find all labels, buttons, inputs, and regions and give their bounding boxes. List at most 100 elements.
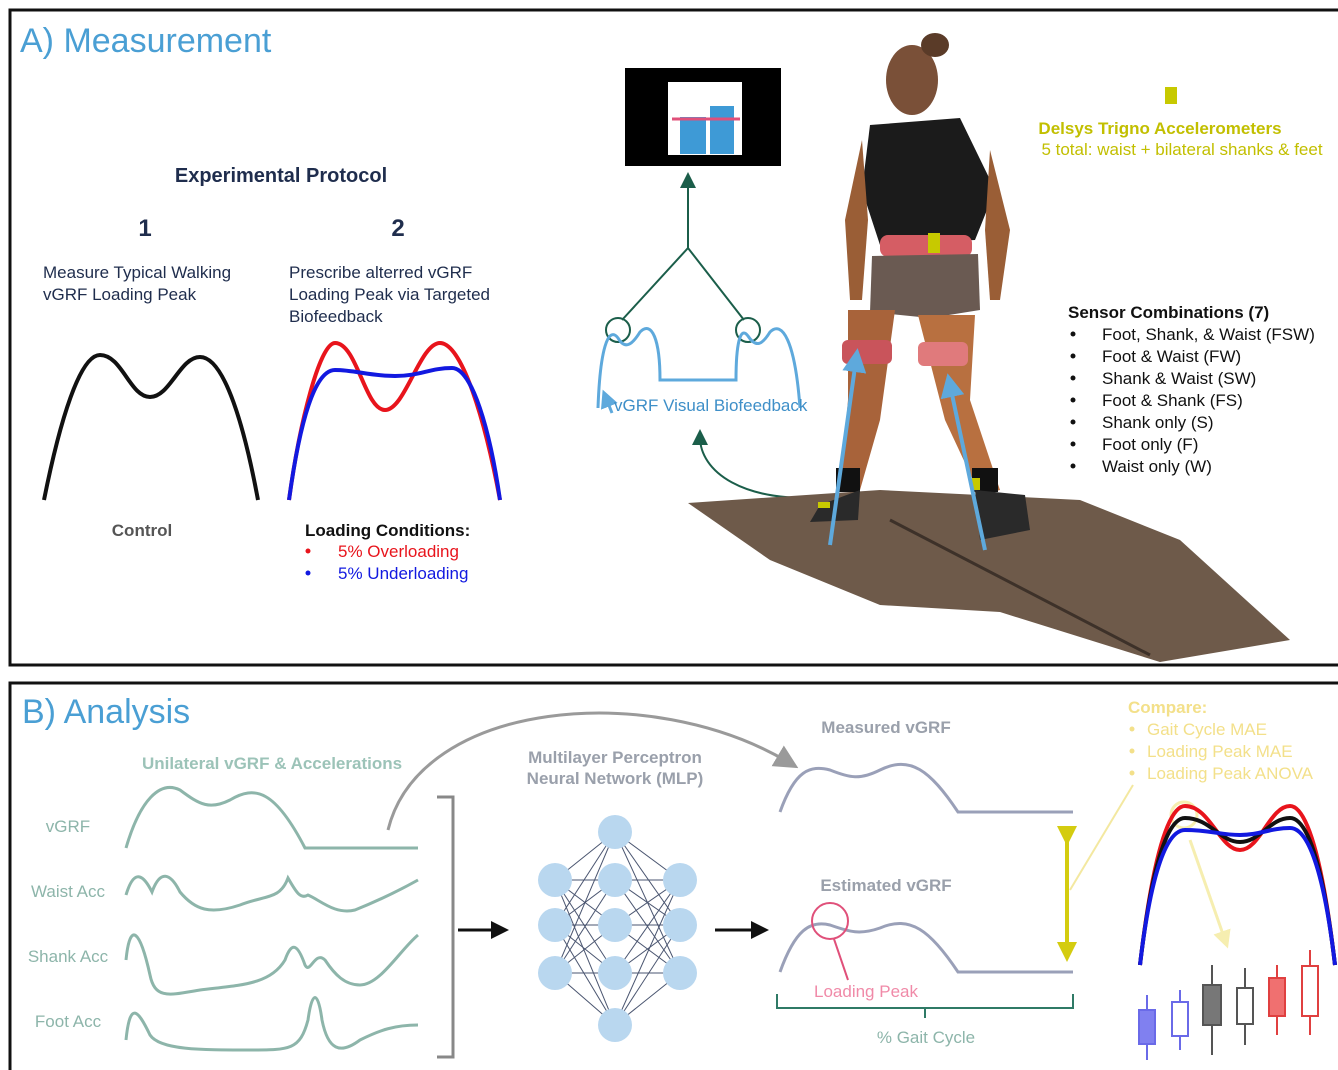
connector [621, 246, 745, 321]
panel-b: B) Analysis Unilateral vGRF & Accelerati… [8, 681, 1338, 1070]
step-text: vGRF Loading Peak [43, 285, 197, 304]
combinations-title: Sensor Combinations (7) [1068, 303, 1269, 322]
combination-item: Waist only (W) [1102, 457, 1212, 476]
network [538, 815, 697, 1042]
person-part [918, 342, 968, 366]
connection [554, 831, 616, 926]
box-plots-part [1202, 984, 1222, 1026]
person-part [940, 373, 987, 551]
model-label: Neural Network (MLP) [527, 769, 704, 788]
model-label: Multilayer Perceptron [528, 748, 702, 767]
step-text: Measure Typical Walking [43, 263, 231, 282]
step-number: 1 [138, 215, 151, 242]
treadmill [688, 490, 1290, 662]
compare-curve [1138, 815, 1337, 966]
control-curve [42, 352, 260, 501]
panel-border [8, 681, 1338, 1070]
connection [614, 924, 681, 1026]
compare-curve [1138, 803, 1337, 966]
connection [614, 879, 681, 1026]
cursor [600, 389, 618, 414]
combination-item: Shank only (S) [1102, 413, 1214, 432]
person-part [880, 235, 972, 257]
estimated-label: Estimated vGRF [820, 876, 951, 895]
condition-item: 5% Underloading [338, 564, 468, 583]
signal-curves-part [124, 786, 418, 850]
measured-label: Measured vGRF [821, 718, 950, 737]
combinations-list: Foot, Shank, & Waist (FSW) Foot & Waist (… [1070, 325, 1315, 476]
box-plots-part [1268, 977, 1286, 1017]
connection [614, 831, 681, 926]
box-plots-part [1236, 987, 1254, 1025]
box-plots-part [1138, 1009, 1156, 1045]
person-part [985, 150, 1010, 300]
step-text: Loading Peak via Targeted [289, 285, 490, 304]
treadmill-split [889, 518, 1151, 657]
combination-item: Foot, Shank, & Waist (FSW) [1102, 325, 1315, 344]
person-part [862, 118, 995, 245]
step-text: Prescribe alterred vGRF [289, 263, 472, 282]
box-plots-part [1171, 1001, 1189, 1037]
compare-list: Gait Cycle MAE Loading Peak MAE Loading Pe… [1129, 720, 1314, 783]
signal-curves-part [124, 933, 419, 996]
estimated-curve [778, 922, 1073, 974]
condition-item: 5% Overloading [338, 542, 459, 561]
compare-item: Loading Peak ANOVA [1147, 764, 1314, 783]
neuron [598, 908, 632, 942]
neuron [538, 956, 572, 990]
bullet [1070, 397, 1076, 403]
signal-label: vGRF [46, 817, 90, 836]
biofeedback-curve [596, 327, 802, 409]
bullet [1070, 419, 1076, 425]
bullet [1129, 748, 1135, 754]
panel-title: A) Measurement [20, 22, 272, 60]
bullet [1070, 353, 1076, 359]
combination-item: Foot & Shank (FS) [1102, 391, 1243, 410]
compare-item: Gait Cycle MAE [1147, 720, 1267, 739]
sensor-subtitle: 5 total: waist + bilateral shanks & feet [1041, 140, 1322, 159]
measured-curve [778, 762, 1073, 814]
bullet [305, 570, 311, 576]
person-part [828, 348, 867, 546]
neuron [663, 956, 697, 990]
bullet [1070, 331, 1076, 337]
bullet [1070, 441, 1076, 447]
protocol-title: Experimental Protocol [175, 165, 387, 187]
person-part [975, 490, 1030, 540]
bullet [305, 548, 311, 554]
compare-curve [1138, 825, 1337, 966]
person-part [818, 502, 830, 508]
peak-circle [605, 317, 631, 343]
neuron [663, 863, 697, 897]
person [810, 33, 1030, 551]
neuron [598, 1008, 632, 1042]
step-number: 2 [391, 215, 404, 242]
neuron [538, 863, 572, 897]
person-part [840, 310, 895, 490]
gait-label: % Gait Cycle [877, 1028, 975, 1047]
panel-a: A) Measurement Experimental Protocol 1 2… [8, 8, 1338, 667]
caption: Control [112, 521, 172, 540]
arrow [1188, 839, 1231, 949]
box-plots [1138, 950, 1319, 1060]
combination-item: Foot only (F) [1102, 435, 1198, 454]
peak-circle [811, 902, 849, 940]
feedback-bar [680, 117, 706, 154]
overload-curve [287, 340, 502, 501]
person-part [886, 45, 938, 115]
neuron [598, 815, 632, 849]
neuron [663, 908, 697, 942]
signal-label: Shank Acc [28, 947, 109, 966]
connection [554, 831, 616, 974]
bullet [1070, 463, 1076, 469]
compare-item: Loading Peak MAE [1147, 742, 1293, 761]
person-part [842, 340, 892, 364]
connector [1069, 784, 1134, 891]
arrow [386, 711, 799, 831]
connector [833, 938, 849, 981]
peak-circle [735, 317, 761, 343]
arrow [692, 429, 836, 500]
person-part [921, 33, 949, 57]
